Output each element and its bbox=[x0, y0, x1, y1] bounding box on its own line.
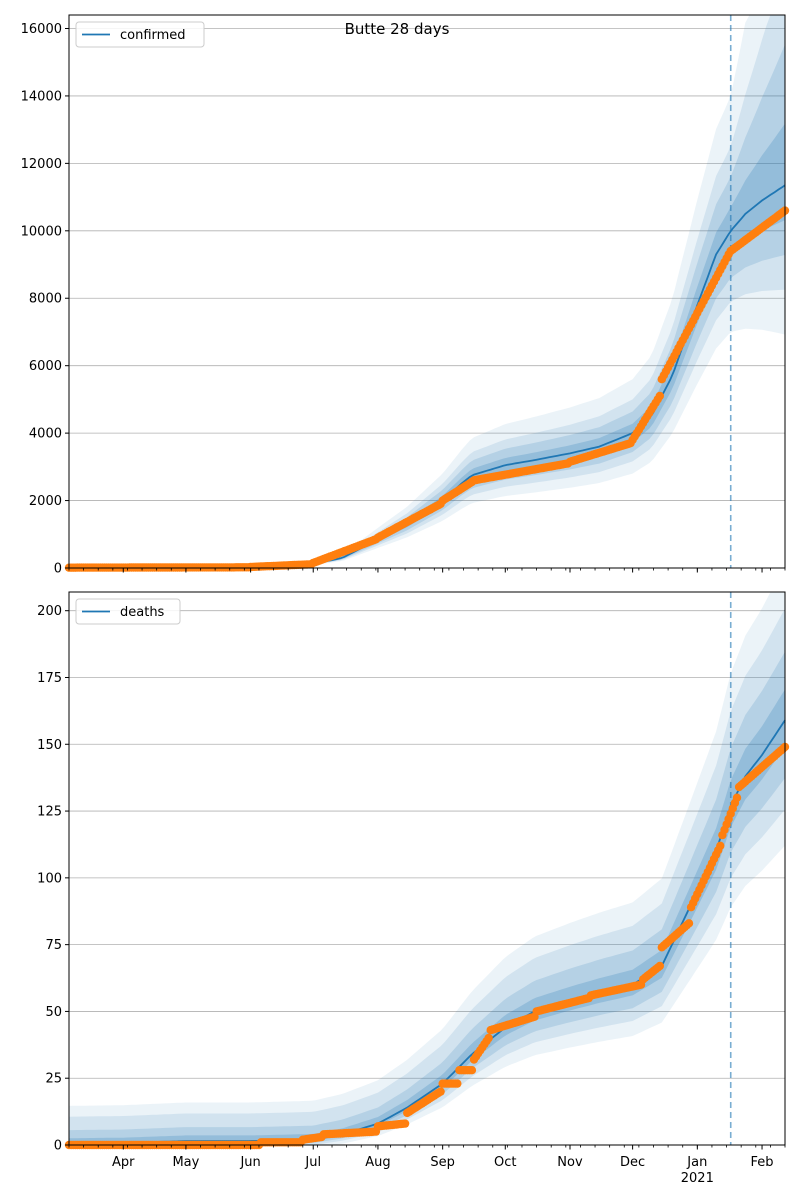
y-tick-label: 12000 bbox=[21, 157, 62, 172]
x-tick-label: Dec bbox=[620, 1155, 645, 1170]
observed-point bbox=[453, 1079, 462, 1088]
y-tick-label: 175 bbox=[37, 671, 62, 686]
y-tick-label: 25 bbox=[45, 1072, 62, 1087]
y-tick-label: 100 bbox=[37, 871, 62, 886]
legend: deaths bbox=[75, 598, 181, 625]
uncertainty-band-2 bbox=[69, 608, 785, 1145]
observed-point bbox=[732, 793, 742, 802]
y-tick-label: 0 bbox=[54, 1139, 62, 1154]
legend-label: confirmed bbox=[120, 28, 186, 43]
x-tick-label: Sep bbox=[430, 1155, 455, 1170]
uncertainty-band-2 bbox=[69, 15, 785, 568]
observed-point bbox=[400, 1119, 410, 1128]
y-tick-label: 200 bbox=[37, 604, 62, 619]
panel-0: 0 2000 4000 6000 8000 10000 12000 14000 16000 con… bbox=[21, 14, 790, 577]
observed-point bbox=[716, 841, 725, 850]
observed-point bbox=[684, 919, 694, 928]
observed-point bbox=[436, 1087, 445, 1096]
x-tick-label: Feb bbox=[751, 1155, 774, 1170]
x-tick-label: Apr bbox=[112, 1155, 135, 1170]
y-tick-label: 75 bbox=[45, 938, 62, 953]
x-tick-label: Nov bbox=[557, 1155, 583, 1170]
y-tick-label: 6000 bbox=[29, 359, 62, 374]
legend-label: deaths bbox=[120, 605, 165, 620]
x-tick-label: Jun bbox=[239, 1155, 260, 1170]
y-tick-label: 50 bbox=[45, 1005, 62, 1020]
observed-point bbox=[484, 1033, 493, 1043]
y-tick-label: 2000 bbox=[29, 494, 62, 509]
uncertainty-band-1 bbox=[69, 44, 785, 568]
legend-box bbox=[75, 21, 205, 48]
y-tick-label: 125 bbox=[37, 805, 62, 820]
panel-1: 0 25 50 75 100 125 150 175 200 Apr May Jun Jul Aug Sep… bbox=[37, 591, 790, 1186]
plot-frame bbox=[68, 14, 786, 569]
y-tick-label: 0 bbox=[54, 562, 62, 577]
x-tick-label: Jan bbox=[686, 1155, 707, 1170]
y-tick-label: 4000 bbox=[29, 427, 62, 442]
y-tick-label: 8000 bbox=[29, 292, 62, 307]
x-tick-label: Jul bbox=[304, 1155, 321, 1170]
observed-point bbox=[467, 1066, 477, 1075]
y-tick-label: 150 bbox=[37, 738, 62, 753]
legend: confirmed bbox=[75, 21, 205, 48]
y-tick-label: 10000 bbox=[21, 224, 62, 239]
legend-box bbox=[75, 598, 181, 625]
y-tick-label: 14000 bbox=[21, 89, 62, 104]
plot-frame bbox=[68, 591, 786, 1146]
figure-title: Butte 28 days bbox=[344, 20, 450, 38]
x-tick-label: Oct bbox=[494, 1155, 516, 1170]
x-tick-label: May bbox=[172, 1155, 199, 1170]
x-tick-label: 2021 bbox=[681, 1171, 714, 1186]
observed-point bbox=[655, 961, 664, 971]
uncertainty-band-3 bbox=[69, 15, 785, 568]
y-tick-label: 16000 bbox=[21, 22, 62, 37]
uncertainty-band-3 bbox=[69, 592, 785, 1145]
observed-point bbox=[655, 391, 664, 401]
x-tick-label: Aug bbox=[365, 1155, 390, 1170]
